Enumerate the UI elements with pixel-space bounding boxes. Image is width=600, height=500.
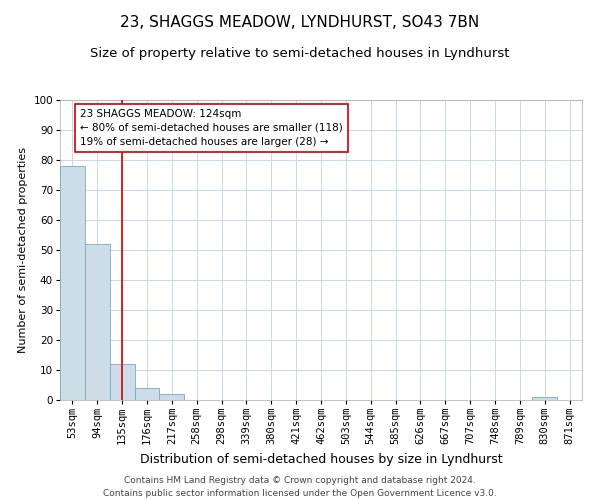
Bar bbox=[60, 166, 85, 400]
Bar bbox=[134, 388, 160, 400]
Bar bbox=[160, 394, 184, 400]
Text: Contains HM Land Registry data © Crown copyright and database right 2024.
Contai: Contains HM Land Registry data © Crown c… bbox=[103, 476, 497, 498]
Y-axis label: Number of semi-detached properties: Number of semi-detached properties bbox=[18, 147, 28, 353]
Bar bbox=[532, 397, 557, 400]
Text: 23, SHAGGS MEADOW, LYNDHURST, SO43 7BN: 23, SHAGGS MEADOW, LYNDHURST, SO43 7BN bbox=[121, 15, 479, 30]
Bar bbox=[85, 244, 110, 400]
Text: Size of property relative to semi-detached houses in Lyndhurst: Size of property relative to semi-detach… bbox=[90, 48, 510, 60]
X-axis label: Distribution of semi-detached houses by size in Lyndhurst: Distribution of semi-detached houses by … bbox=[140, 453, 502, 466]
Bar bbox=[110, 364, 134, 400]
Text: 23 SHAGGS MEADOW: 124sqm
← 80% of semi-detached houses are smaller (118)
19% of : 23 SHAGGS MEADOW: 124sqm ← 80% of semi-d… bbox=[80, 109, 343, 147]
